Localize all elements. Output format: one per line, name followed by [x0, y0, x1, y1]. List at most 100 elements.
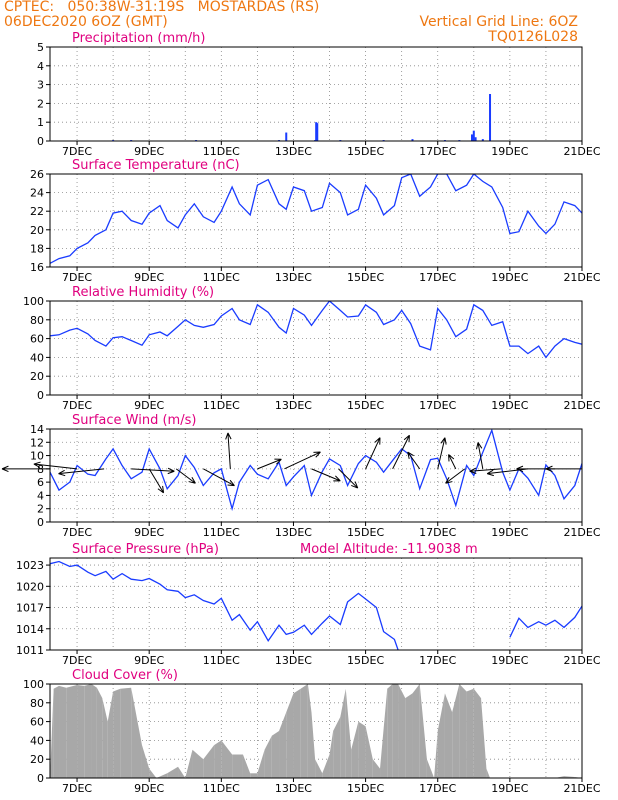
cloud-cover-segment: [473, 688, 482, 778]
x-tick-label: 7DEC: [62, 399, 92, 412]
cloud-cover-segment: [398, 684, 406, 778]
cloud-cover-segment: [293, 688, 301, 778]
plot-frame: [49, 683, 583, 779]
wind-vector-arrow: [338, 468, 359, 489]
cloud-cover-segment: [412, 684, 420, 778]
cloud-cover-segment: [178, 766, 186, 778]
cloud-cover-segment: [322, 754, 330, 778]
cloud-cover-segment: [466, 688, 474, 778]
cloud-cover-segment: [426, 759, 435, 778]
cloud-cover-segment: [185, 749, 193, 778]
y-tick-label: 60: [30, 333, 44, 346]
precip-bar: [285, 132, 288, 141]
panel-title-precip: Precipitation (mm/h): [72, 31, 205, 46]
cloud-cover-segment: [351, 721, 359, 778]
x-tick-label: 11DEC: [203, 399, 240, 412]
precip-bar: [315, 122, 318, 141]
cloud-cover-segment: [120, 687, 132, 778]
x-tick-label: 11DEC: [203, 782, 240, 795]
cloud-cover-segment: [340, 688, 346, 778]
y-tick-label: 1014: [16, 623, 44, 636]
wind-vector-arrow: [257, 458, 282, 470]
panel-precip: 0 1 2 3 4 5 7DEC 9DEC 11DEC 13DEC 15DEC 17DEC 19DEC 2…: [37, 31, 601, 158]
y-tick-label: 12: [30, 436, 44, 449]
panel-title-cloud: Cloud Cover (%): [72, 668, 178, 683]
cloud-cover-segment: [311, 712, 316, 778]
x-tick-label: 15DEC: [347, 782, 384, 795]
precip-bar: [472, 130, 475, 141]
y-tick-label: 2: [37, 97, 44, 110]
x-tick-label: 13DEC: [275, 145, 312, 158]
cloud-cover-segment: [405, 693, 413, 778]
cloud-cover-segment: [84, 684, 92, 778]
wind-vector-arrow: [365, 437, 381, 470]
x-tick-label: 19DEC: [491, 526, 528, 539]
x-tick-label: 9DEC: [134, 145, 164, 158]
y-tick-label: 100: [23, 295, 44, 308]
y-tick-label: 8: [37, 463, 44, 476]
y-tick-label: 3: [37, 79, 44, 92]
x-tick-label: 17DEC: [419, 782, 456, 795]
wind-vector-arrow: [437, 437, 447, 469]
panel-title-press: Surface Pressure (hPa): [72, 542, 219, 557]
x-tick-label: 9DEC: [134, 782, 164, 795]
y-tick-label: 14: [30, 423, 44, 436]
cloud-cover-segment: [50, 688, 54, 778]
wind-vector-arrow: [1, 465, 50, 473]
panel-press: 1011 1014 1017 1020 1023 7DEC 9DEC 11DEC 13DEC 15…: [16, 542, 601, 667]
cloud-cover-segment: [102, 698, 108, 778]
cloud-cover-segment: [141, 745, 150, 778]
series-line-press: [50, 560, 582, 650]
wind-vector-arrow: [445, 468, 466, 484]
cloud-cover-segment: [167, 766, 179, 778]
cloud-cover-segment: [419, 684, 427, 778]
y-tick-label: 4: [37, 60, 44, 73]
wind-vector-arrow: [131, 467, 175, 475]
cloud-cover-segment: [149, 768, 157, 778]
precip-bar: [470, 134, 473, 141]
plot-frame: [49, 428, 583, 523]
wind-vector-arrow: [311, 468, 341, 482]
wind-vector-arrow: [545, 465, 582, 473]
cloud-cover-segment: [315, 759, 323, 778]
series-line-wind: [50, 429, 582, 512]
y-tick-label: 1017: [16, 602, 44, 615]
x-tick-label: 19DEC: [491, 399, 528, 412]
cloud-cover-segment: [214, 740, 222, 778]
precip-bar: [316, 123, 319, 141]
x-tick-label: 11DEC: [203, 526, 240, 539]
plot-frame: [49, 557, 583, 651]
x-tick-label: 15DEC: [347, 145, 384, 158]
cloud-cover-segment: [91, 684, 97, 778]
wind-vector-arrow: [486, 468, 528, 477]
x-tick-label: 11DEC: [203, 271, 240, 284]
x-tick-label: 15DEC: [347, 399, 384, 412]
plot-frame: [49, 46, 583, 142]
y-tick-label: 22: [30, 205, 44, 218]
header-code: TQ0126L028: [488, 29, 578, 45]
panel-temp: 16 18 20 22 24 26 7DEC 9DEC 11DEC 13DEC 15DEC 17DEC…: [30, 158, 601, 284]
x-tick-label: 17DEC: [419, 654, 456, 667]
x-tick-label: 19DEC: [491, 782, 528, 795]
wind-vector-arrow: [392, 434, 410, 470]
cloud-cover-segment: [486, 768, 491, 778]
y-tick-label: 40: [30, 734, 44, 747]
y-tick-label: 60: [30, 716, 44, 729]
wind-vector-arrow: [148, 468, 165, 494]
y-tick-label: 100: [23, 678, 44, 691]
cloud-cover-segment: [329, 731, 334, 778]
data-layer: [50, 684, 582, 778]
x-tick-label: 7DEC: [62, 145, 92, 158]
x-tick-label: 11DEC: [203, 145, 240, 158]
x-tick-label: 13DEC: [275, 271, 312, 284]
y-tick-label: 1: [37, 116, 44, 129]
x-tick-label: 13DEC: [275, 782, 312, 795]
cloud-cover-segment: [156, 773, 168, 778]
data-layer: [50, 429, 582, 512]
header-grid-note: Vertical Grid Line: 6OZ: [419, 14, 578, 30]
cloud-cover-segment: [221, 740, 233, 778]
cloud-cover-segment: [437, 693, 445, 778]
y-tick-label: 26: [30, 168, 44, 181]
